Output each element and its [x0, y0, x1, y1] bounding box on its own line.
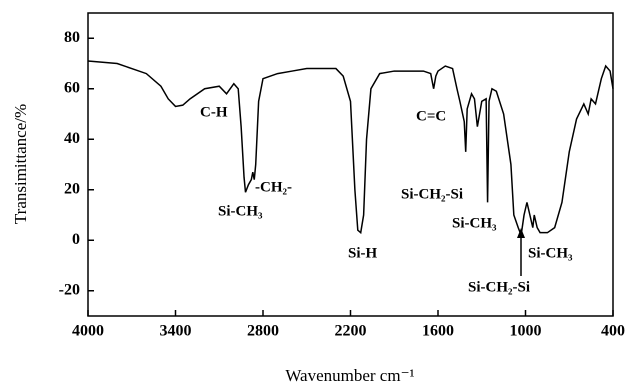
y-tick-label: 40 — [64, 130, 80, 147]
plot-frame — [87, 12, 614, 317]
y-axis-label: Transimittance/% — [11, 104, 30, 224]
y-tick-label: 0 — [72, 231, 80, 248]
annotation: Si-CH₃ — [528, 245, 573, 261]
x-tick-label: 1000 — [510, 323, 542, 340]
x-axis-label: Wavenumber cm⁻¹ — [285, 366, 414, 385]
x-tick-label: 2800 — [247, 323, 279, 340]
y-tick-label: -20 — [59, 281, 80, 298]
annotation: Si-CH₂-Si — [401, 186, 463, 202]
y-tick-label: 80 — [64, 29, 80, 46]
y-tick-label: 60 — [64, 79, 80, 96]
x-tick-label: 400 — [601, 323, 625, 340]
spectrum-line — [87, 60, 614, 239]
annotation: Si-CH₂-Si — [468, 279, 530, 295]
annotation: Si-CH₃ — [452, 215, 497, 231]
x-tick-label: 3400 — [160, 323, 192, 340]
annotation: -CH₂- — [255, 179, 292, 195]
annotation: Si-H — [348, 245, 378, 261]
annotation: C-H — [200, 104, 228, 120]
y-tick-label: 20 — [64, 180, 80, 197]
x-tick-label: 4000 — [72, 323, 104, 340]
x-tick-label: 2200 — [335, 323, 367, 340]
annotation: Si-CH₃ — [218, 203, 263, 219]
annotation: C=C — [416, 108, 446, 124]
x-tick-label: 1600 — [422, 323, 454, 340]
